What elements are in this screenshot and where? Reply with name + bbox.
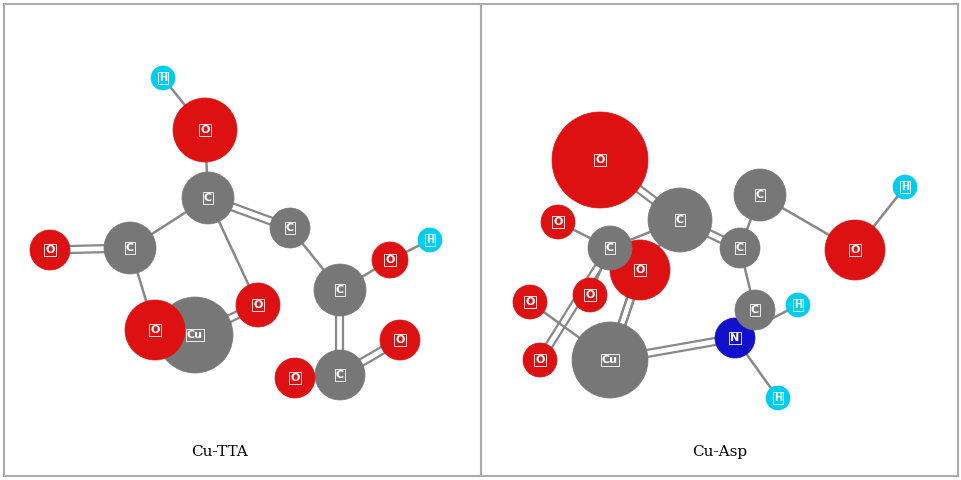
- Circle shape: [125, 300, 185, 360]
- Circle shape: [609, 240, 669, 300]
- Circle shape: [552, 112, 648, 208]
- Text: O: O: [634, 265, 644, 275]
- Text: H: H: [426, 235, 433, 245]
- Text: O: O: [200, 125, 209, 135]
- Circle shape: [275, 358, 314, 398]
- Circle shape: [313, 264, 365, 316]
- Circle shape: [573, 278, 606, 312]
- Text: C: C: [735, 243, 743, 253]
- Text: C: C: [204, 193, 211, 203]
- Circle shape: [104, 222, 156, 274]
- Circle shape: [825, 220, 884, 280]
- Text: O: O: [395, 335, 405, 345]
- Text: C: C: [335, 285, 344, 295]
- Circle shape: [418, 228, 441, 252]
- Text: O: O: [553, 217, 562, 227]
- Text: C: C: [676, 215, 683, 225]
- Text: C: C: [335, 370, 344, 380]
- Text: H: H: [159, 73, 167, 83]
- Text: O: O: [525, 297, 534, 307]
- Circle shape: [151, 66, 175, 90]
- Circle shape: [572, 322, 648, 398]
- Circle shape: [587, 226, 631, 270]
- Circle shape: [235, 283, 280, 327]
- Circle shape: [173, 98, 236, 162]
- Text: O: O: [45, 245, 55, 255]
- Circle shape: [785, 293, 809, 317]
- Text: O: O: [290, 373, 300, 383]
- Text: O: O: [150, 325, 160, 335]
- Circle shape: [30, 230, 70, 270]
- Circle shape: [314, 350, 364, 400]
- Circle shape: [734, 290, 775, 330]
- Text: H: H: [793, 300, 801, 310]
- Circle shape: [372, 242, 407, 278]
- Circle shape: [512, 285, 547, 319]
- Circle shape: [270, 208, 309, 248]
- Text: O: O: [253, 300, 262, 310]
- Circle shape: [540, 205, 575, 239]
- Text: Cu: Cu: [602, 355, 617, 365]
- Text: C: C: [755, 190, 763, 200]
- Text: O: O: [595, 155, 604, 165]
- Circle shape: [719, 228, 759, 268]
- Text: C: C: [126, 243, 134, 253]
- Circle shape: [892, 175, 916, 199]
- Text: Cu-Asp: Cu-Asp: [692, 445, 747, 459]
- Text: H: H: [774, 393, 781, 403]
- Circle shape: [182, 172, 234, 224]
- Circle shape: [714, 318, 754, 358]
- Circle shape: [765, 386, 789, 410]
- Circle shape: [523, 343, 556, 377]
- Text: C: C: [605, 243, 613, 253]
- Text: H: H: [900, 182, 908, 192]
- Circle shape: [648, 188, 711, 252]
- Text: N: N: [729, 333, 739, 343]
- Text: O: O: [534, 355, 544, 365]
- Text: C: C: [751, 305, 758, 315]
- Text: O: O: [584, 290, 594, 300]
- Text: C: C: [285, 223, 294, 233]
- Circle shape: [157, 297, 233, 373]
- Text: O: O: [385, 255, 394, 265]
- Text: O: O: [850, 245, 859, 255]
- Circle shape: [380, 320, 420, 360]
- Text: Cu: Cu: [186, 330, 203, 340]
- Text: Cu-TTA: Cu-TTA: [191, 445, 248, 459]
- Circle shape: [733, 169, 785, 221]
